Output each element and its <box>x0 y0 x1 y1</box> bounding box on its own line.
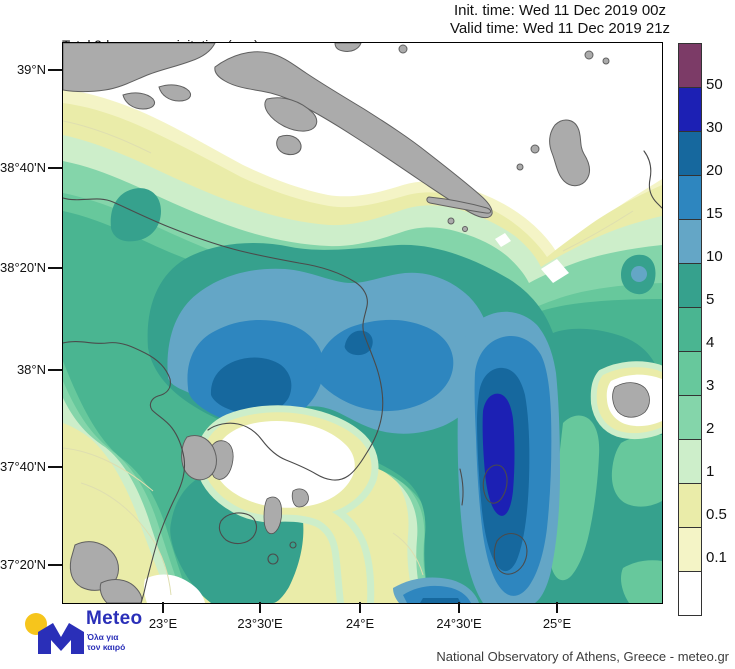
faint-contours <box>63 120 634 596</box>
lat-label: 37°20'N <box>0 557 46 572</box>
lat-label: 39°N <box>16 62 46 77</box>
colorbar-cell <box>679 88 701 132</box>
logo-sun-icon <box>25 613 47 635</box>
colorbar-label: 15 <box>706 205 723 222</box>
lat-tick <box>48 466 62 468</box>
colorbar-cell <box>679 176 701 220</box>
lat-label: 38°N <box>16 362 46 377</box>
lat-label: 38°20'N <box>0 260 46 275</box>
logo-tagline: Όλα για τον καιρό <box>87 632 126 652</box>
colorbar-label: 0.1 <box>706 549 727 566</box>
lon-tick <box>458 602 460 613</box>
lon-label: 24°E <box>345 616 375 631</box>
colorbar-cell <box>679 132 701 176</box>
precipitation-contour-field <box>63 43 662 603</box>
colorbar-cell <box>679 484 701 528</box>
colorbar-label: 4 <box>706 334 715 351</box>
coastline-layer <box>63 150 662 603</box>
logo-brand-text: Meteo <box>86 608 143 629</box>
colorbar-cell <box>679 264 701 308</box>
land-layer <box>63 43 610 603</box>
colorbar-label: 0.5 <box>706 506 727 523</box>
colorbar-cell <box>679 396 701 440</box>
colorbar-cell <box>679 440 701 484</box>
lon-tick <box>162 602 164 613</box>
lon-label: 23°30'E <box>237 616 283 631</box>
lat-tick <box>48 564 62 566</box>
colorbar-cell <box>679 44 701 88</box>
colorbar-label: 2 <box>706 420 715 437</box>
meteo-logo <box>25 613 84 654</box>
credit-text: National Observatory of Athens, Greece -… <box>436 649 729 664</box>
lon-label: 23°E <box>148 616 178 631</box>
colorbar-label: 20 <box>706 162 723 179</box>
init-time: Init. time: Wed 11 Dec 2019 00z <box>453 2 667 19</box>
lat-label: 37°40'N <box>0 459 46 474</box>
colorbar-label: 30 <box>706 119 723 136</box>
colorbar-label: 10 <box>706 248 723 265</box>
lon-tick <box>556 602 558 613</box>
dry-diamonds <box>495 193 573 283</box>
logo-m-icon <box>38 623 84 654</box>
lat-tick <box>48 167 62 169</box>
colorbar-cell <box>679 572 701 615</box>
colorbar-cell <box>679 528 701 572</box>
precipitation-map <box>62 42 663 604</box>
colorbar <box>678 43 702 616</box>
colorbar-cell <box>679 220 701 264</box>
lon-tick <box>259 602 261 613</box>
lat-tick <box>48 369 62 371</box>
lat-tick <box>48 267 62 269</box>
run-times: Init. time: Wed 11 Dec 2019 00z Valid ti… <box>399 2 721 38</box>
lat-tick <box>48 69 62 71</box>
colorbar-label: 50 <box>706 76 723 93</box>
lon-label: 25°E <box>542 616 572 631</box>
dry-hole-right <box>590 361 662 440</box>
lat-label: 38°40'N <box>0 160 46 175</box>
lon-label: 24°30'E <box>436 616 482 631</box>
colorbar-label: 1 <box>706 463 715 480</box>
colorbar-label: 5 <box>706 291 715 308</box>
colorbar-cell <box>679 352 701 396</box>
valid-time: Valid time: Wed 11 Dec 2019 21z <box>449 20 671 37</box>
colorbar-cell <box>679 308 701 352</box>
colorbar-label: 3 <box>706 377 715 394</box>
lon-tick <box>359 602 361 613</box>
